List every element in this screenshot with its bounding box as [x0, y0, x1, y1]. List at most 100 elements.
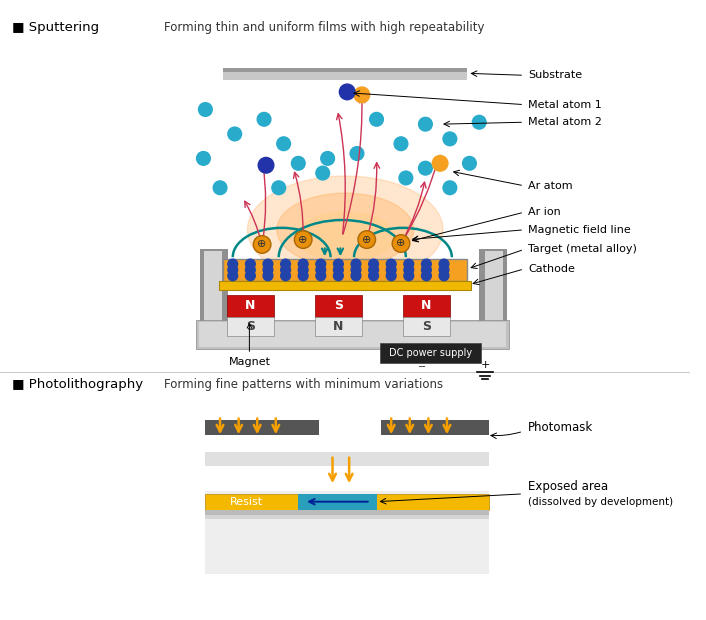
Text: Metal atom 1: Metal atom 1: [528, 100, 602, 110]
Circle shape: [472, 115, 486, 129]
Circle shape: [443, 132, 457, 146]
Circle shape: [228, 271, 238, 281]
Circle shape: [421, 265, 431, 275]
FancyBboxPatch shape: [299, 494, 376, 510]
Text: Substrate: Substrate: [528, 70, 582, 80]
Circle shape: [443, 181, 457, 195]
Text: Exposed area: Exposed area: [528, 479, 609, 492]
FancyBboxPatch shape: [227, 295, 274, 317]
Circle shape: [316, 166, 330, 180]
Circle shape: [432, 156, 448, 171]
Text: Photomask: Photomask: [528, 421, 593, 434]
Circle shape: [370, 112, 383, 126]
Circle shape: [246, 271, 256, 281]
Text: Magnetic field line: Magnetic field line: [528, 225, 631, 235]
Text: (dissolved by development): (dissolved by development): [528, 497, 674, 507]
Circle shape: [333, 265, 343, 275]
FancyBboxPatch shape: [205, 452, 489, 466]
Text: Resist: Resist: [230, 497, 263, 507]
FancyBboxPatch shape: [205, 251, 222, 342]
Ellipse shape: [247, 176, 443, 283]
Circle shape: [299, 265, 308, 275]
Text: DC power supply: DC power supply: [389, 348, 472, 358]
FancyBboxPatch shape: [196, 320, 508, 349]
FancyBboxPatch shape: [201, 249, 228, 344]
Circle shape: [228, 265, 238, 275]
Circle shape: [462, 156, 477, 170]
Text: Forming thin and uniform films with high repeatability: Forming thin and uniform films with high…: [164, 22, 485, 35]
Circle shape: [253, 236, 271, 254]
Text: S: S: [334, 299, 343, 312]
Circle shape: [404, 259, 414, 269]
Circle shape: [404, 265, 414, 275]
Circle shape: [316, 265, 325, 275]
Circle shape: [294, 231, 312, 249]
Text: ⊕: ⊕: [258, 239, 267, 249]
FancyBboxPatch shape: [205, 491, 489, 574]
FancyBboxPatch shape: [223, 259, 467, 281]
Circle shape: [213, 181, 227, 195]
Circle shape: [228, 127, 241, 141]
Circle shape: [369, 259, 378, 269]
Text: N: N: [245, 299, 256, 312]
Circle shape: [358, 231, 376, 249]
FancyBboxPatch shape: [227, 317, 274, 337]
FancyBboxPatch shape: [219, 281, 472, 290]
Text: Forming fine patterns with minimum variations: Forming fine patterns with minimum varia…: [164, 378, 443, 391]
Text: ⊕: ⊕: [299, 234, 308, 244]
Circle shape: [351, 259, 361, 269]
FancyBboxPatch shape: [403, 317, 450, 337]
Ellipse shape: [277, 193, 414, 267]
Circle shape: [263, 259, 273, 269]
Circle shape: [419, 161, 432, 175]
Circle shape: [333, 271, 343, 281]
Circle shape: [394, 137, 408, 151]
Circle shape: [439, 259, 449, 269]
Circle shape: [299, 271, 308, 281]
Circle shape: [281, 271, 290, 281]
Circle shape: [299, 259, 308, 269]
Circle shape: [292, 156, 305, 170]
FancyBboxPatch shape: [205, 515, 489, 520]
Circle shape: [272, 181, 285, 195]
Circle shape: [399, 171, 413, 185]
Text: N: N: [421, 299, 431, 312]
Circle shape: [419, 117, 432, 131]
Circle shape: [386, 265, 396, 275]
Circle shape: [421, 259, 431, 269]
FancyBboxPatch shape: [223, 73, 467, 80]
Circle shape: [258, 157, 274, 173]
Text: +: +: [480, 360, 490, 370]
Text: Ar atom: Ar atom: [528, 181, 573, 191]
Circle shape: [281, 265, 290, 275]
FancyBboxPatch shape: [205, 420, 319, 435]
FancyBboxPatch shape: [485, 251, 503, 342]
Circle shape: [421, 271, 431, 281]
Circle shape: [340, 84, 355, 100]
FancyBboxPatch shape: [205, 510, 489, 515]
Text: ⊕: ⊕: [362, 234, 371, 244]
FancyBboxPatch shape: [315, 295, 362, 317]
Circle shape: [246, 259, 256, 269]
Circle shape: [351, 271, 361, 281]
Circle shape: [246, 265, 256, 275]
Text: Ar ion: Ar ion: [528, 207, 561, 217]
Circle shape: [350, 147, 364, 161]
Circle shape: [386, 271, 396, 281]
Circle shape: [198, 103, 213, 117]
Text: S: S: [246, 320, 255, 333]
Text: Target (metal alloy): Target (metal alloy): [528, 244, 637, 254]
Circle shape: [404, 271, 414, 281]
FancyBboxPatch shape: [223, 68, 467, 80]
Circle shape: [439, 271, 449, 281]
Circle shape: [263, 271, 273, 281]
FancyBboxPatch shape: [380, 343, 481, 363]
FancyBboxPatch shape: [198, 322, 505, 347]
Text: Cathode: Cathode: [528, 264, 575, 274]
Circle shape: [228, 259, 238, 269]
FancyBboxPatch shape: [205, 494, 489, 510]
Text: ⊕: ⊕: [396, 239, 406, 249]
Circle shape: [281, 259, 290, 269]
Circle shape: [316, 259, 325, 269]
Circle shape: [369, 271, 378, 281]
